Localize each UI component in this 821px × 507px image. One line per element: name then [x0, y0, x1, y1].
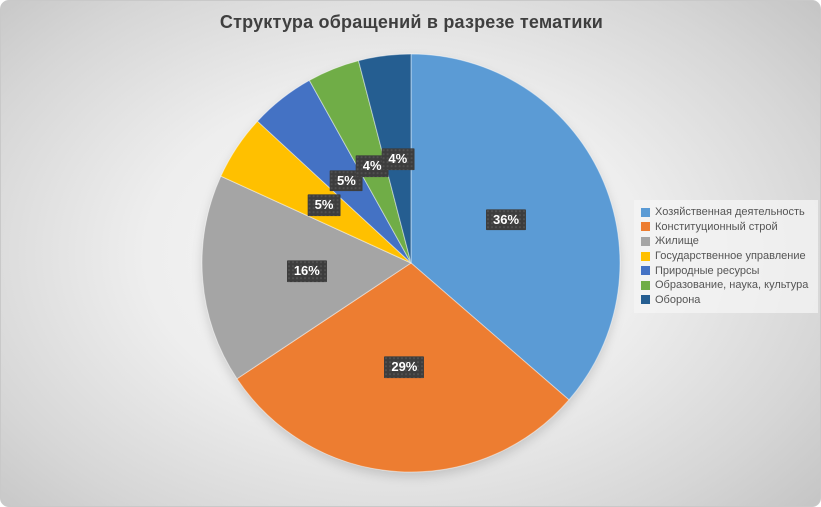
- chart-title: Структура обращений в разрезе тематики: [219, 12, 604, 32]
- legend-item-4: Государственное управление: [641, 249, 814, 264]
- legend-item-5: Природные ресурсы: [641, 263, 814, 278]
- legend-label: Оборона: [655, 293, 701, 306]
- pie-slice-value-label: 4%: [381, 148, 415, 171]
- pie-slice-value-label: 36%: [486, 208, 527, 231]
- legend-item-6: Образование, наука, культура: [641, 278, 814, 293]
- pie-slice-value-label: 5%: [329, 170, 363, 192]
- legend-item-7: Оборона: [641, 293, 814, 308]
- legend-item-3: Жилище: [641, 234, 814, 249]
- legend-label: Конституционный строй: [655, 220, 778, 233]
- legend-label: Образование, наука, культура: [655, 279, 809, 292]
- legend-label: Жилище: [655, 235, 699, 248]
- legend-swatch-icon: [641, 207, 650, 217]
- legend-swatch-icon: [641, 295, 650, 305]
- legend-label: Государственное управление: [655, 250, 806, 263]
- legend: Хозяйственная деятельность Конституционны…: [634, 200, 818, 314]
- legend-label: Природные ресурсы: [655, 264, 760, 277]
- pie-slice-value-label: 16%: [286, 260, 327, 283]
- legend-item-1: Хозяйственная деятельность: [641, 205, 814, 220]
- pie-slice-value-label: 5%: [307, 194, 341, 216]
- legend-swatch-icon: [641, 251, 650, 261]
- legend-item-2: Конституционный строй: [641, 220, 814, 235]
- legend-swatch-icon: [641, 280, 650, 290]
- legend-label: Хозяйственная деятельность: [655, 206, 805, 219]
- pie-slice-4: [220, 120, 412, 264]
- pie-slice-value-label: 29%: [384, 356, 425, 379]
- pie-slice-value-label: 4%: [355, 155, 389, 177]
- legend-swatch-icon: [641, 236, 650, 246]
- legend-swatch-icon: [641, 222, 650, 232]
- legend-swatch-icon: [641, 266, 650, 276]
